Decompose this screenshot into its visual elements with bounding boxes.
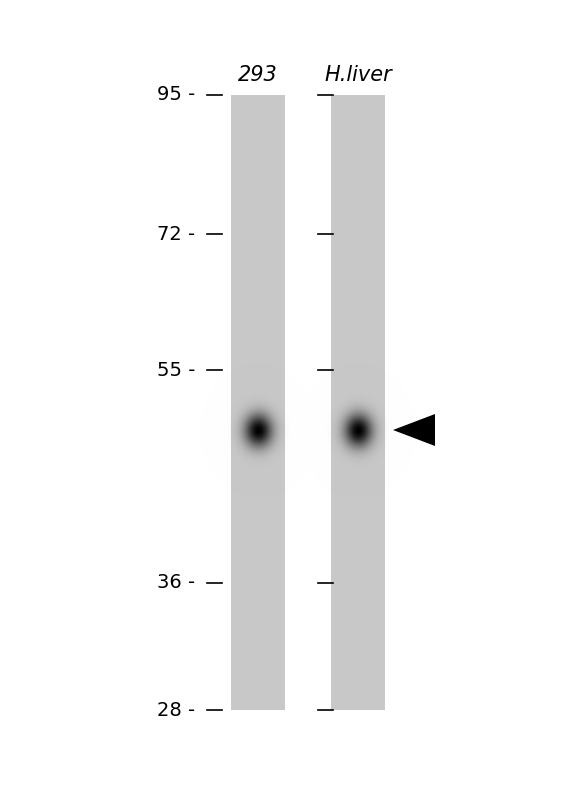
Text: 95 -: 95 - <box>157 86 195 105</box>
Text: 28 -: 28 - <box>157 701 195 719</box>
Text: 72 -: 72 - <box>157 225 195 243</box>
Polygon shape <box>393 414 435 446</box>
Text: 293: 293 <box>238 65 278 85</box>
Text: 36 -: 36 - <box>157 574 195 593</box>
Text: H.liver: H.liver <box>324 65 392 85</box>
Text: 55 -: 55 - <box>157 361 195 379</box>
